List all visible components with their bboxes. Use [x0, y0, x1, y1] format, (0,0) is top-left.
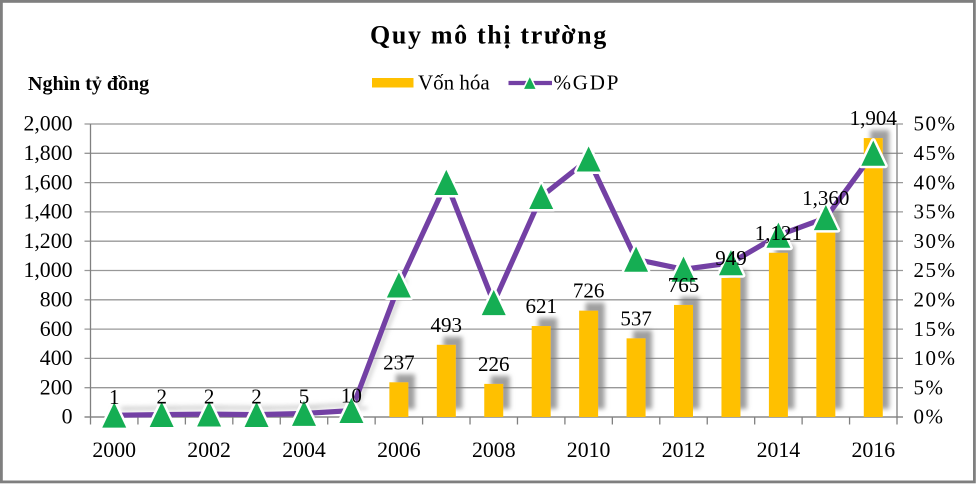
svg-text:800: 800	[40, 288, 73, 312]
svg-text:765: 765	[668, 273, 700, 297]
svg-text:949: 949	[715, 246, 747, 270]
svg-text:2016: 2016	[852, 438, 896, 462]
svg-text:0: 0	[62, 405, 73, 429]
svg-text:2008: 2008	[472, 438, 516, 462]
svg-text:5%: 5%	[914, 375, 945, 399]
svg-text:2: 2	[204, 385, 215, 409]
svg-text:1,121: 1,121	[755, 221, 802, 245]
svg-text:726: 726	[573, 279, 605, 303]
svg-text:Nghìn tỷ đồng: Nghìn tỷ đồng	[28, 73, 149, 95]
svg-text:%GDP: %GDP	[554, 71, 621, 95]
svg-text:50%: 50%	[914, 112, 957, 136]
svg-text:1,600: 1,600	[23, 170, 72, 194]
svg-text:226: 226	[478, 352, 510, 376]
svg-text:1,800: 1,800	[23, 141, 72, 165]
svg-text:400: 400	[40, 346, 73, 370]
svg-text:Vốn hóa: Vốn hóa	[418, 71, 490, 95]
svg-text:1,400: 1,400	[23, 200, 72, 224]
svg-text:15%: 15%	[914, 317, 957, 341]
svg-text:1: 1	[109, 385, 120, 409]
svg-text:1,000: 1,000	[23, 258, 72, 282]
svg-text:2: 2	[156, 385, 167, 409]
svg-text:1,360: 1,360	[802, 186, 849, 210]
svg-text:2: 2	[251, 385, 262, 409]
svg-text:1,904: 1,904	[850, 106, 898, 130]
svg-text:25%: 25%	[914, 258, 957, 282]
svg-text:200: 200	[40, 375, 73, 399]
svg-text:2004: 2004	[282, 438, 326, 462]
svg-text:30%: 30%	[914, 229, 957, 253]
svg-text:20%: 20%	[914, 288, 957, 312]
svg-text:2014: 2014	[757, 438, 801, 462]
svg-text:621: 621	[525, 294, 557, 318]
svg-text:Quy mô thị trường: Quy mô thị trường	[370, 21, 608, 50]
svg-text:2000: 2000	[92, 438, 136, 462]
svg-text:40%: 40%	[914, 170, 957, 194]
svg-text:5: 5	[299, 384, 310, 408]
svg-text:2002: 2002	[187, 438, 231, 462]
svg-text:237: 237	[383, 350, 415, 374]
svg-text:2010: 2010	[567, 438, 611, 462]
svg-text:537: 537	[620, 306, 652, 330]
svg-text:10: 10	[341, 384, 362, 408]
svg-text:2,000: 2,000	[23, 112, 72, 136]
svg-text:600: 600	[40, 317, 73, 341]
svg-text:1,200: 1,200	[23, 229, 72, 253]
svg-text:0%: 0%	[914, 405, 945, 429]
svg-text:10%: 10%	[914, 346, 957, 370]
svg-text:45%: 45%	[914, 141, 957, 165]
svg-text:2006: 2006	[377, 438, 421, 462]
svg-text:493: 493	[431, 313, 463, 337]
svg-text:2012: 2012	[662, 438, 706, 462]
svg-text:35%: 35%	[914, 200, 957, 224]
